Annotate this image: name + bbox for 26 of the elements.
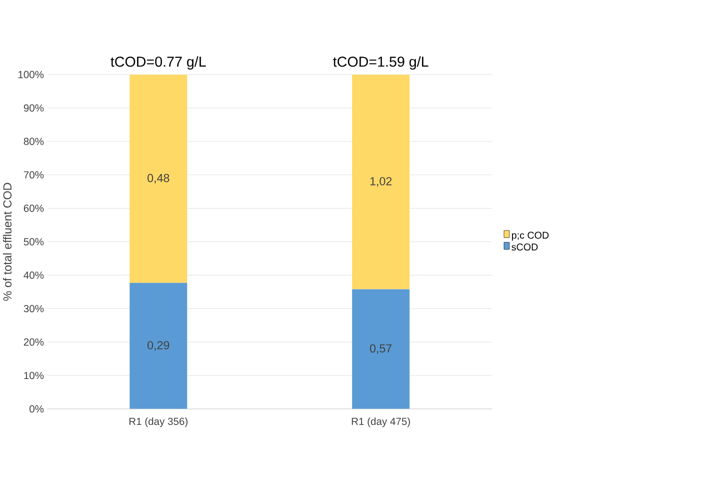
y-tick-label: 90% — [24, 104, 44, 112]
annotation: tCOD=1.59 g/L — [333, 56, 428, 70]
annotation: 0,48 — [148, 174, 170, 184]
annotation: tCOD=0.77 g/L — [110, 56, 206, 70]
bar — [352, 74, 410, 290]
y-tick-label: 30% — [24, 305, 44, 312]
y-axis-title: % of total effluent COD — [2, 182, 12, 301]
y-tick-label: 10% — [24, 372, 44, 380]
annotation: 0,29 — [148, 341, 170, 351]
y-tick-label: 100% — [18, 71, 44, 78]
y-tick-label: 50% — [24, 238, 44, 246]
y-tick-label: 70% — [24, 171, 44, 179]
legend-label: p;c COD — [512, 232, 549, 241]
annotation: 0,57 — [370, 344, 392, 354]
y-tick-label: 80% — [24, 138, 44, 146]
annotation: 1,02 — [370, 177, 392, 187]
bar — [130, 74, 188, 283]
y-tick-label: 60% — [24, 204, 44, 212]
y-tick-label: 40% — [24, 272, 44, 279]
bar — [130, 282, 188, 410]
y-tick-label: 20% — [24, 338, 44, 346]
y-tick-label: 0% — [30, 405, 44, 413]
bar — [352, 289, 410, 410]
legend-label: sCOD — [512, 244, 538, 251]
x-tick-label: R1 (day 356) — [129, 418, 188, 428]
x-tick-label: R1 (day 475) — [352, 418, 410, 428]
